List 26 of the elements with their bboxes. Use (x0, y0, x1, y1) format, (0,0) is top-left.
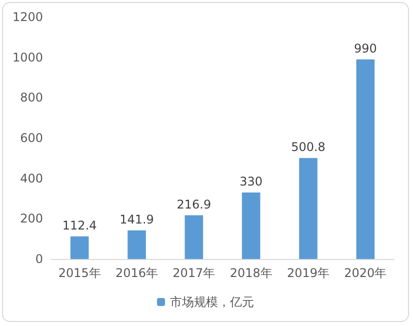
data-label: 500.8 (291, 140, 326, 154)
bar (70, 236, 89, 259)
y-tick-label: 1000 (12, 50, 43, 64)
y-tick-label: 600 (20, 131, 43, 145)
y-tick-label: 0 (35, 252, 43, 266)
data-label: 990 (354, 41, 377, 56)
data-label: 330 (240, 174, 263, 188)
x-tick-label: 2015年 (58, 266, 101, 280)
bar (356, 59, 375, 259)
y-tick-label: 200 (20, 212, 43, 226)
data-label: 112.4 (62, 218, 97, 232)
bar (184, 215, 204, 259)
y-tick-label: 400 (20, 171, 43, 186)
bar (299, 158, 318, 259)
data-label: 141.9 (120, 212, 154, 226)
y-tick-label: 1200 (12, 10, 43, 24)
data-label: 216.9 (176, 197, 212, 212)
x-tick-label: 2018年 (230, 266, 272, 280)
x-tick-label: 2017年 (172, 266, 216, 280)
x-tick-label: 2020年 (344, 266, 387, 280)
x-tick-label: 2016年 (115, 266, 158, 280)
legend-label: 市场规模，亿元 (170, 295, 254, 309)
bar (128, 230, 146, 259)
y-tick-label: 800 (20, 90, 43, 105)
bar (242, 192, 260, 259)
x-tick-label: 2019年 (286, 266, 330, 280)
